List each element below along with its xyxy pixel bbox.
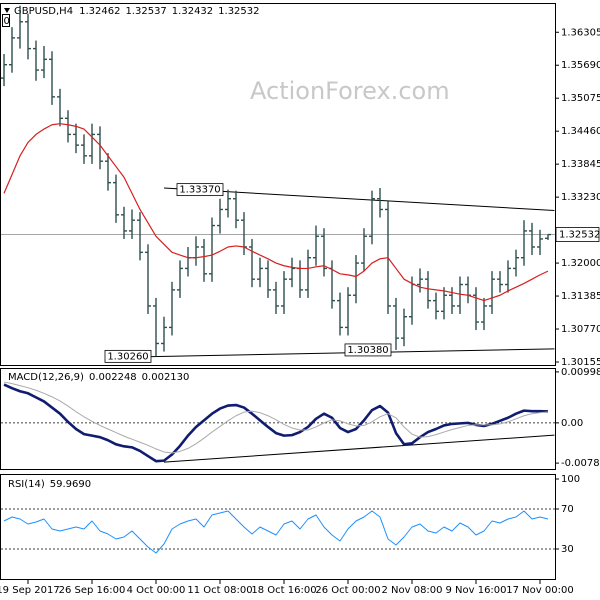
indicator-line (3, 381, 549, 454)
annotation-box (104, 349, 152, 363)
y-tick-label: 1.30155 (561, 357, 600, 368)
last-price-box (555, 227, 600, 242)
x-tick-label: 17 Nov 00:00 (506, 585, 573, 596)
low-readout: 1.32432 (172, 6, 213, 17)
y-tick-label: 30 (561, 544, 574, 555)
y-tick-label: 1.33845 (561, 159, 600, 170)
close-readout: 1.32532 (218, 6, 259, 17)
trendline (163, 434, 555, 463)
indicator-line (3, 383, 549, 463)
macd-panel (0, 368, 556, 470)
y-tick-label: 100 (561, 474, 580, 485)
corner-box (2, 14, 10, 27)
y-tick-label: 70 (561, 504, 574, 515)
trendline (109, 348, 555, 358)
y-tick-label: 1.32000 (561, 258, 600, 269)
annotation-box (176, 183, 224, 197)
y-tick-label: 1.36305 (561, 27, 600, 38)
annotation-label: 1.33370 (179, 185, 220, 196)
rsi-title: RSI(14) (8, 479, 45, 490)
macd-title: MACD(12,26,9) (8, 372, 84, 383)
y-tick-label: 0.00 (561, 418, 583, 429)
x-tick-label: 4 Oct 00:00 (127, 585, 186, 596)
x-tick-label: 19 Sep 2017 (0, 585, 60, 596)
x-tick-label: 26 Sep 16:00 (59, 585, 126, 596)
x-tick-label: 2 Nov 08:00 (381, 585, 442, 596)
annotation-label: 1.30380 (347, 345, 388, 356)
y-tick-label: 1.30770 (561, 324, 600, 335)
x-tick-label: 9 Nov 16:00 (445, 585, 506, 596)
watermark: ActionForex.com (250, 77, 450, 105)
y-tick-label: 0.009987 (561, 367, 600, 378)
price-header: GBPUSD,H4 1.32462 1.32537 1.32432 1.32532 (14, 6, 260, 17)
y-tick-label: 1.34460 (561, 126, 600, 137)
rsi-readout: 59.9690 (50, 479, 91, 490)
annotation-label: 1.30260 (107, 351, 148, 362)
x-tick-label: 26 Oct 00:00 (315, 585, 380, 596)
menu-arrow (4, 8, 10, 13)
indicator-line (3, 510, 549, 554)
indicator-line (3, 123, 549, 302)
rsi-header: RSI(14) 59.9690 (8, 479, 91, 490)
y-tick-label: -0.007885 (561, 458, 600, 469)
high-readout: 1.32537 (125, 6, 166, 17)
corner-label: 0 (4, 16, 10, 27)
x-tick-label: 18 Oct 16:00 (251, 585, 316, 596)
y-tick-label: 1.31385 (561, 291, 600, 302)
rsi-panel (0, 474, 556, 580)
signal-readout: 0.002130 (142, 372, 190, 383)
trendline (163, 187, 555, 212)
y-tick-label: 1.33230 (561, 192, 600, 203)
macd-header: MACD(12,26,9) 0.002248 0.002130 (8, 372, 189, 383)
last-price-label: 1.32532 (559, 230, 600, 241)
annotation-box (344, 343, 392, 357)
open-readout: 1.32462 (79, 6, 120, 17)
y-tick-label: 1.35690 (561, 60, 600, 71)
y-tick-label: 1.35075 (561, 93, 600, 104)
price-panel (0, 3, 556, 366)
macd-readout: 0.002248 (89, 372, 137, 383)
symbol: GBPUSD,H4 (14, 6, 73, 17)
x-tick-label: 11 Oct 08:00 (187, 585, 252, 596)
